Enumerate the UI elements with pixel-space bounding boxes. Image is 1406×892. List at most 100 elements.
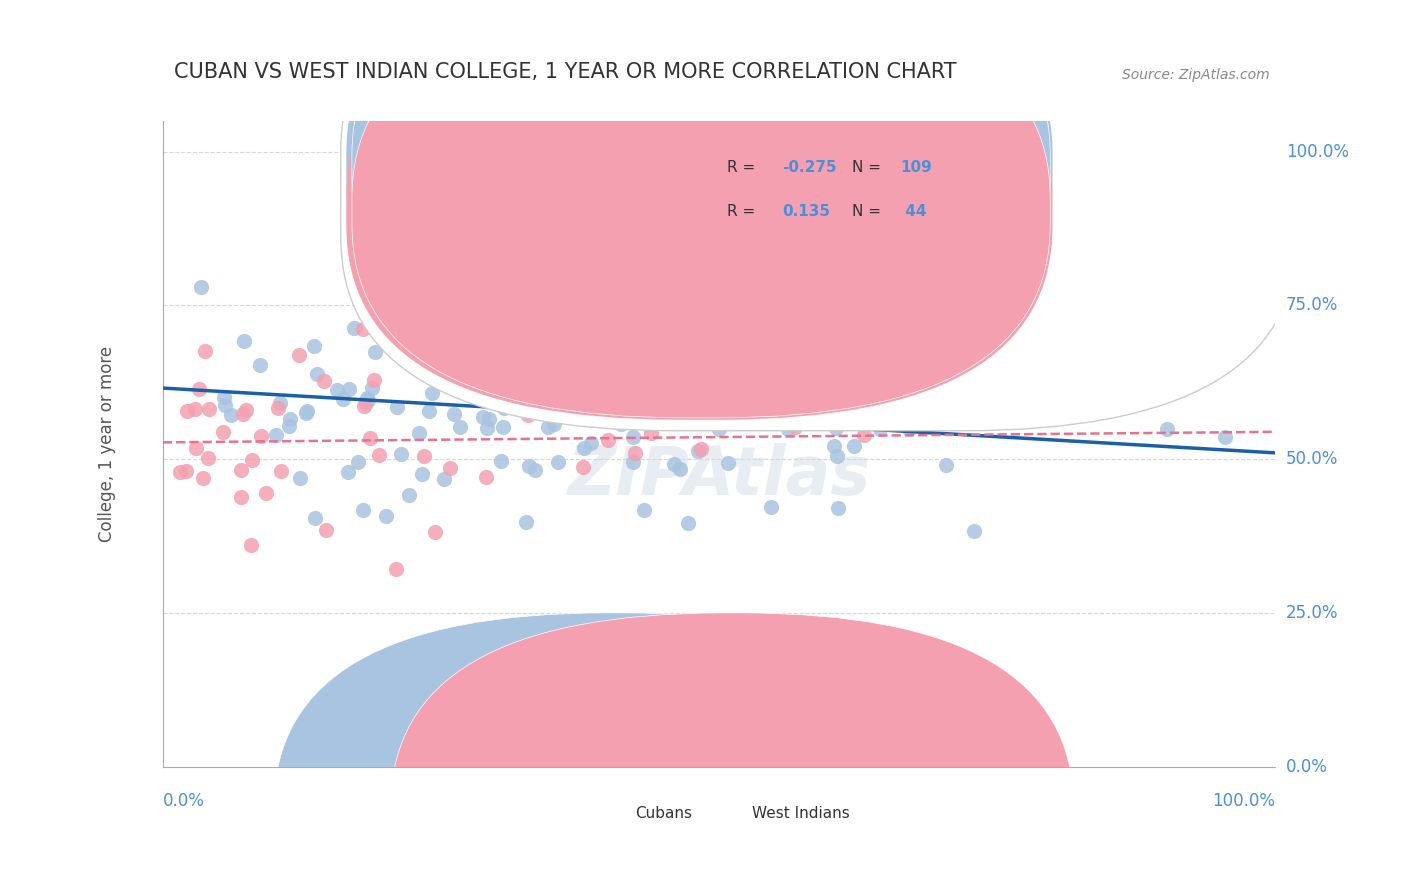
Point: [492, 401, 515, 415]
Point: [591, 398, 613, 412]
Point: [475, 469, 498, 483]
Point: [498, 350, 520, 364]
Text: ZIPAtlas: ZIPAtlas: [567, 443, 870, 509]
Point: [669, 462, 692, 476]
Point: [460, 377, 482, 392]
Text: Source: ZipAtlas.com: Source: ZipAtlas.com: [1122, 68, 1270, 82]
Text: 0.0%: 0.0%: [1286, 757, 1327, 775]
Point: [792, 206, 814, 220]
FancyBboxPatch shape: [346, 4, 1053, 420]
Point: [869, 422, 891, 436]
Point: [621, 455, 644, 469]
Point: [676, 413, 699, 427]
Point: [385, 401, 408, 415]
FancyBboxPatch shape: [274, 613, 957, 892]
Point: [562, 369, 585, 384]
Text: 44: 44: [900, 203, 927, 219]
Point: [935, 458, 957, 473]
Point: [295, 406, 318, 420]
Point: [232, 407, 254, 421]
Point: [543, 363, 565, 377]
Point: [621, 430, 644, 444]
Text: CUBAN VS WEST INDIAN COLLEGE, 1 YEAR OR MORE CORRELATION CHART: CUBAN VS WEST INDIAN COLLEGE, 1 YEAR OR …: [174, 62, 956, 82]
Point: [897, 422, 920, 436]
Point: [489, 454, 512, 468]
Point: [686, 444, 709, 458]
Point: [353, 400, 375, 414]
Point: [356, 392, 378, 406]
FancyBboxPatch shape: [346, 0, 1053, 376]
Text: 109: 109: [900, 161, 932, 176]
Text: 25.0%: 25.0%: [1286, 604, 1339, 622]
Point: [439, 461, 461, 475]
Point: [302, 338, 325, 352]
Point: [267, 401, 290, 416]
Point: [636, 343, 658, 357]
Point: [491, 370, 513, 384]
Point: [339, 382, 361, 396]
Point: [776, 422, 799, 436]
Point: [212, 425, 235, 440]
Point: [385, 562, 408, 576]
Point: [360, 225, 382, 239]
Text: 75.0%: 75.0%: [1286, 296, 1339, 314]
Point: [174, 464, 197, 478]
Point: [472, 410, 495, 425]
Point: [304, 511, 326, 525]
Point: [690, 442, 713, 456]
Point: [231, 490, 253, 504]
Point: [825, 450, 848, 464]
Point: [398, 488, 420, 502]
Point: [408, 426, 430, 441]
Point: [672, 401, 695, 416]
Point: [538, 335, 561, 350]
Point: [249, 358, 271, 372]
Point: [418, 404, 440, 418]
Point: [853, 428, 876, 442]
Point: [825, 421, 848, 435]
Point: [716, 456, 738, 470]
Point: [343, 321, 366, 335]
Point: [254, 485, 277, 500]
Text: Cubans: Cubans: [636, 805, 693, 821]
Point: [449, 419, 471, 434]
Point: [360, 381, 382, 395]
Point: [169, 465, 191, 479]
Point: [239, 538, 262, 552]
Text: -0.275: -0.275: [782, 161, 837, 176]
FancyBboxPatch shape: [352, 0, 1050, 375]
Point: [537, 419, 560, 434]
Point: [824, 439, 846, 453]
Text: R =: R =: [727, 161, 759, 176]
Point: [610, 417, 633, 431]
Point: [711, 377, 734, 392]
Point: [716, 411, 738, 425]
Point: [194, 343, 217, 358]
Point: [336, 465, 359, 479]
Point: [389, 447, 412, 461]
Point: [307, 367, 329, 381]
Point: [572, 459, 595, 474]
Point: [492, 420, 515, 434]
Point: [443, 285, 465, 300]
Text: 0.135: 0.135: [782, 203, 831, 219]
Point: [363, 373, 385, 387]
Point: [197, 450, 219, 465]
Point: [630, 352, 652, 367]
Point: [411, 467, 433, 482]
Text: West Indians: West Indians: [752, 805, 851, 821]
Point: [219, 408, 242, 422]
Point: [352, 502, 374, 516]
Text: N =: N =: [852, 161, 886, 176]
Point: [356, 396, 378, 410]
Point: [352, 322, 374, 336]
Point: [524, 463, 547, 477]
Point: [640, 425, 662, 440]
Point: [214, 398, 236, 412]
Point: [842, 439, 865, 453]
Point: [678, 516, 700, 530]
Point: [184, 441, 207, 455]
Point: [596, 433, 619, 447]
FancyBboxPatch shape: [391, 613, 1074, 892]
Text: R =: R =: [727, 203, 759, 219]
